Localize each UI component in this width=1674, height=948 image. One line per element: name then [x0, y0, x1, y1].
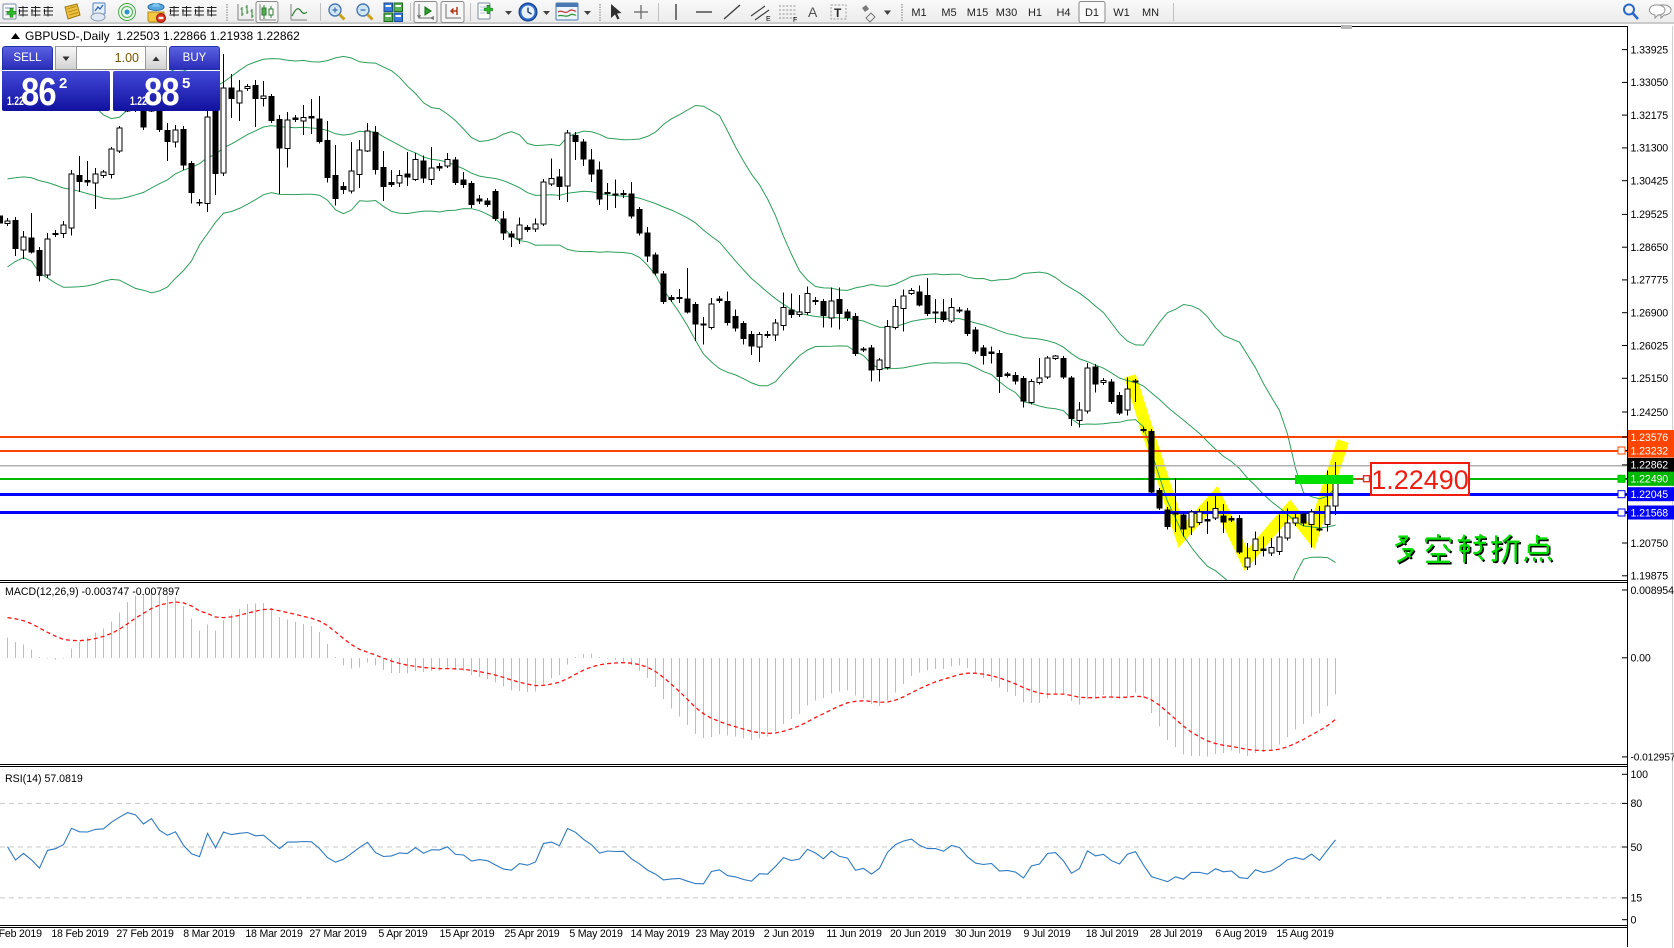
svg-text:50: 50: [1631, 842, 1643, 854]
svg-text:1.27775: 1.27775: [1631, 275, 1669, 287]
svg-text:1.25150: 1.25150: [1631, 373, 1669, 385]
svg-text:1.21568: 1.21568: [1631, 507, 1669, 519]
svg-text:18 Mar 2019: 18 Mar 2019: [245, 928, 303, 940]
svg-text:1.23576: 1.23576: [1631, 432, 1669, 444]
svg-text:T: T: [834, 6, 842, 20]
svg-text:100: 100: [1631, 769, 1649, 781]
svg-text:RSI(14) 57.0819: RSI(14) 57.0819: [5, 773, 83, 785]
svg-text:1.26900: 1.26900: [1631, 308, 1669, 320]
svg-text:MACD(12,26,9) -0.003747 -0.007: MACD(12,26,9) -0.003747 -0.007897: [5, 586, 180, 598]
svg-text:14 May 2019: 14 May 2019: [630, 928, 689, 940]
svg-text:W1: W1: [1113, 7, 1130, 19]
svg-text:M1: M1: [911, 7, 926, 19]
svg-text:1.29525: 1.29525: [1631, 209, 1669, 221]
svg-text:1.30425: 1.30425: [1631, 176, 1669, 188]
svg-text:15 Aug 2019: 15 Aug 2019: [1276, 928, 1334, 940]
svg-text:1.24250: 1.24250: [1631, 407, 1669, 419]
svg-text:27 Feb 2019: 27 Feb 2019: [116, 928, 174, 940]
svg-text:1.33050: 1.33050: [1631, 77, 1669, 89]
svg-text:23 May 2019: 23 May 2019: [695, 928, 754, 940]
svg-text:18 Jul 2019: 18 Jul 2019: [1086, 928, 1139, 940]
svg-text:1.20750: 1.20750: [1631, 538, 1669, 550]
svg-text:2 Jun 2019: 2 Jun 2019: [764, 928, 815, 940]
svg-text:1.33925: 1.33925: [1631, 44, 1669, 56]
svg-text:5 May 2019: 5 May 2019: [569, 928, 623, 940]
svg-text:E: E: [766, 16, 771, 23]
svg-text:1.28650: 1.28650: [1631, 242, 1669, 254]
svg-text:15: 15: [1631, 893, 1643, 905]
svg-text:0.00: 0.00: [1631, 653, 1651, 665]
svg-text:F: F: [793, 17, 797, 24]
svg-text:11 Jun 2019: 11 Jun 2019: [826, 928, 882, 940]
svg-text:1.23232: 1.23232: [1631, 445, 1669, 457]
svg-text:1.22490: 1.22490: [1371, 465, 1469, 495]
svg-text:M30: M30: [996, 7, 1017, 19]
svg-text:28 Jul 2019: 28 Jul 2019: [1150, 928, 1203, 940]
svg-text:8 Mar 2019: 8 Mar 2019: [183, 928, 235, 940]
svg-text:H1: H1: [1028, 7, 1042, 19]
svg-text:6 Aug 2019: 6 Aug 2019: [1215, 928, 1267, 940]
svg-text:MN: MN: [1142, 7, 1159, 19]
svg-text:M15: M15: [967, 7, 988, 19]
svg-text:27 Mar 2019: 27 Mar 2019: [309, 928, 367, 940]
svg-text:25 Apr 2019: 25 Apr 2019: [505, 928, 560, 940]
svg-text:1.32175: 1.32175: [1631, 110, 1669, 122]
svg-text:1.31300: 1.31300: [1631, 143, 1669, 155]
svg-text:18 Feb 2019: 18 Feb 2019: [51, 928, 109, 940]
svg-text:0.008954: 0.008954: [1631, 585, 1674, 597]
svg-text:5 Apr 2019: 5 Apr 2019: [378, 928, 428, 940]
svg-text:9 Jul 2019: 9 Jul 2019: [1024, 928, 1071, 940]
svg-text:8 Feb 2019: 8 Feb 2019: [0, 928, 42, 940]
svg-text:M5: M5: [941, 7, 956, 19]
svg-text:30 Jun 2019: 30 Jun 2019: [955, 928, 1011, 940]
svg-text:1.26025: 1.26025: [1631, 340, 1669, 352]
svg-text:1.22862: 1.22862: [1631, 460, 1669, 472]
svg-text:1.19875: 1.19875: [1631, 571, 1669, 583]
svg-text:GBPUSD-,Daily 1.22503 1.22866: GBPUSD-,Daily 1.22503 1.22866 1.21938 1.…: [25, 29, 300, 43]
svg-text:H4: H4: [1056, 7, 1070, 19]
svg-text:0: 0: [1631, 915, 1637, 927]
svg-text:20 Jun 2019: 20 Jun 2019: [890, 928, 946, 940]
svg-text:15 Apr 2019: 15 Apr 2019: [440, 928, 495, 940]
svg-text:D1: D1: [1085, 7, 1099, 19]
svg-text:1.22490: 1.22490: [1631, 474, 1669, 486]
svg-text:-0.012957: -0.012957: [1631, 753, 1674, 764]
svg-text:80: 80: [1631, 798, 1643, 810]
svg-text:1.22045: 1.22045: [1631, 489, 1669, 501]
svg-text:A: A: [808, 4, 818, 20]
